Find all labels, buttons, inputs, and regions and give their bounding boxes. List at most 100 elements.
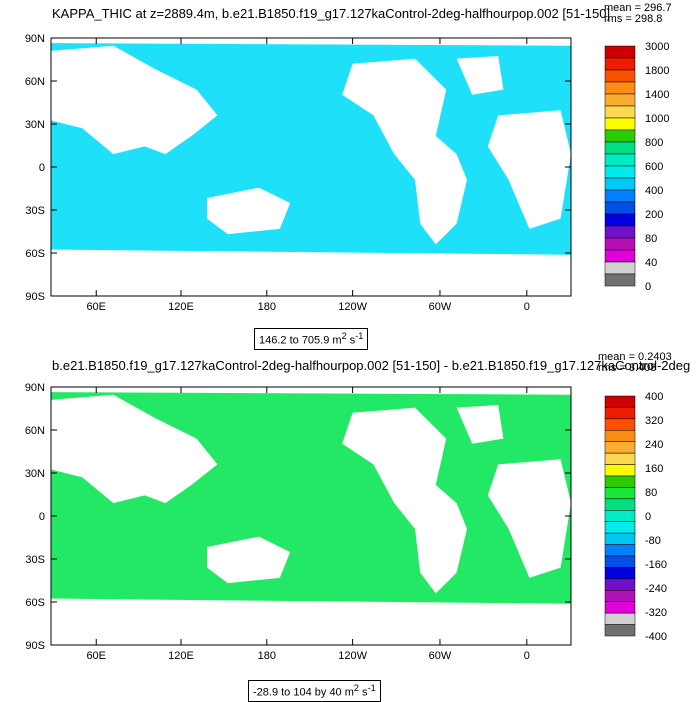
panel1-colorbar-swatch bbox=[604, 189, 636, 203]
panel1-colorbar-swatch bbox=[604, 237, 636, 251]
panel2-colorbar-swatch bbox=[604, 510, 636, 522]
panel1-colorbar-label: 0 bbox=[645, 281, 651, 293]
panel1-ytick-label: 30S bbox=[25, 205, 45, 217]
panel1-ytick-label: 90S bbox=[25, 291, 45, 303]
panel1-land-0 bbox=[51, 45, 218, 155]
panel1-colorbar-swatch bbox=[604, 129, 636, 143]
panel2-ytick-label: 90N bbox=[25, 382, 45, 394]
panel1-xtick-label: 0 bbox=[524, 301, 530, 313]
panel2-colorbar-label: 240 bbox=[645, 439, 663, 451]
panel2-ytick-label: 60S bbox=[25, 597, 45, 609]
panel2-colorbar-label: -400 bbox=[645, 631, 667, 643]
panel1-xtick-label: 120W bbox=[338, 301, 367, 313]
panel1-colorbar-swatch bbox=[604, 57, 636, 71]
panel2-colorbar-label: -160 bbox=[645, 559, 667, 571]
panel2-colorbar-label: -240 bbox=[645, 583, 667, 595]
panel2-ytick-label: 90S bbox=[25, 640, 45, 652]
panel2-colorbar-swatch bbox=[604, 395, 636, 408]
panel2-ytick-label: 60N bbox=[25, 425, 45, 437]
panel2-colorbar-swatch bbox=[604, 578, 636, 591]
panel2-colorbar-swatch bbox=[604, 567, 636, 580]
panel2-colorbar-swatch bbox=[604, 624, 636, 637]
panel2-colorbar-label: 160 bbox=[645, 463, 663, 475]
panel1-xtick-label: 60E bbox=[86, 301, 106, 313]
panel2-xtick-label: 120W bbox=[338, 650, 367, 662]
panel2-ytick-label: 30N bbox=[25, 468, 45, 480]
panel2-mean: mean = 0.2403 bbox=[598, 351, 672, 363]
panel1-units-suffix: s bbox=[346, 334, 356, 347]
panel1-colorbar-swatch bbox=[604, 201, 636, 215]
panel1-colorbar-swatch bbox=[604, 249, 636, 263]
panel2-colorbar-label: 320 bbox=[645, 415, 663, 427]
panel2-xtick-label: 120E bbox=[168, 650, 194, 662]
panel2-colorbar-swatch bbox=[604, 544, 636, 557]
panel2-colorbar-swatch bbox=[604, 418, 636, 431]
panel2-colorbar-label: -320 bbox=[645, 607, 667, 619]
panel1-colorbar-label: 200 bbox=[645, 209, 663, 221]
panel1-colorbar-swatch bbox=[604, 165, 636, 179]
panel2-land-2 bbox=[342, 407, 467, 594]
panel1-land-4 bbox=[487, 110, 571, 229]
panel2-title: b.e21.B1850.f19_g17.127kaControl-2deg-ha… bbox=[52, 358, 691, 373]
panel1-ytick-label: 60N bbox=[25, 76, 45, 88]
panel2-land-3 bbox=[456, 405, 504, 444]
panel1-colorbar-swatch bbox=[604, 213, 636, 227]
panel2-colorbar-swatch bbox=[604, 475, 636, 488]
panel2-colorbar-swatch bbox=[604, 464, 636, 477]
panel2-colorbar-label: 400 bbox=[645, 391, 663, 403]
panel1-colorbar-swatch bbox=[604, 153, 636, 167]
panel1-colorbar-label: 40 bbox=[645, 257, 657, 269]
panel1-land-3 bbox=[456, 56, 504, 95]
panel1-ytick-label: 60S bbox=[25, 248, 45, 260]
panel1-land-5 bbox=[51, 249, 571, 296]
panel2-xtick-label: 180 bbox=[258, 650, 276, 662]
panel1-units-exp: -1 bbox=[355, 331, 364, 341]
panel1-colorbar-label: 1800 bbox=[645, 65, 669, 77]
panel1-colorbar-swatch bbox=[604, 105, 636, 119]
panel1-colorbar-label: 600 bbox=[645, 161, 663, 173]
panel2-colorbar-label: 0 bbox=[645, 511, 651, 523]
panel2-units-exp: -1 bbox=[367, 683, 376, 693]
panel1-colorbar-swatch bbox=[604, 81, 636, 95]
panel1-title: KAPPA_THIC at z=2889.4m, b.e21.B1850.f19… bbox=[52, 6, 611, 21]
panel1-ytick-label: 30N bbox=[25, 119, 45, 131]
panel2-range-label: -28.9 to 104 by 40 m2 s-1 bbox=[248, 680, 381, 702]
panel1-colorbar-label: 800 bbox=[645, 137, 663, 149]
panel2-ytick-label: 30S bbox=[25, 554, 45, 566]
panel2-units-sup: 2 bbox=[353, 683, 359, 693]
panel2-colorbar-swatch bbox=[604, 601, 636, 614]
panel2-ytick-label: 0 bbox=[39, 511, 45, 523]
panel1-rms: rms = 298.8 bbox=[604, 13, 663, 25]
panel2-land-4 bbox=[487, 459, 571, 578]
panel1-colorbar-swatch bbox=[604, 141, 636, 155]
panel1-units-sup: 2 bbox=[341, 331, 347, 341]
panel2-colorbar-swatch bbox=[604, 612, 636, 625]
panel2-plot: 60E 120E 180 120W 60W 0 90N 60N 30N 0 30S 60S 90S 400… bbox=[25, 382, 667, 662]
panel2-colorbar-label: -80 bbox=[645, 535, 661, 547]
panel1-colorbar-swatch bbox=[604, 273, 636, 287]
panel1-plot: 60E 120E 180 120W 60W 0 90N 60N 30N 0 30S 60S 90S 300… bbox=[25, 33, 670, 313]
panel2-colorbar-swatch bbox=[604, 407, 636, 420]
panel2-xtick-label: 60E bbox=[86, 650, 106, 662]
panel2-colorbar-swatch bbox=[604, 521, 636, 534]
panel2-land-1 bbox=[207, 536, 291, 584]
panel2-colorbar-label: 80 bbox=[645, 487, 657, 499]
panel1-colorbar-swatch bbox=[604, 45, 636, 59]
panel2-colorbar-swatch bbox=[604, 487, 636, 500]
panel1-colorbar-label: 3000 bbox=[645, 41, 669, 53]
panel2-xtick-label: 0 bbox=[524, 650, 530, 662]
panel2-colorbar-swatch bbox=[604, 441, 636, 454]
panel2-range-text: -28.9 to 104 by 40 m bbox=[253, 686, 354, 699]
panel1-range-label: 146.2 to 705.9 m2 s-1 bbox=[254, 328, 369, 350]
panel2-colorbar-swatch bbox=[604, 532, 636, 545]
panel1-ytick-label: 90N bbox=[25, 33, 45, 45]
panel2-xtick-label: 60W bbox=[429, 650, 452, 662]
panel1-colorbar-swatch bbox=[604, 117, 636, 131]
panel2-colorbar-swatch bbox=[604, 498, 636, 511]
panel1-mean: mean = 296.7 bbox=[604, 2, 672, 14]
panel1-colorbar-label: 80 bbox=[645, 233, 657, 245]
panel1-colorbar-swatch bbox=[604, 69, 636, 83]
panel1-xtick-label: 120E bbox=[168, 301, 194, 313]
panel1-ytick-label: 0 bbox=[39, 162, 45, 174]
